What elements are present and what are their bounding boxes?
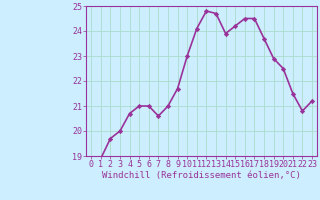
X-axis label: Windchill (Refroidissement éolien,°C): Windchill (Refroidissement éolien,°C) [102, 171, 301, 180]
